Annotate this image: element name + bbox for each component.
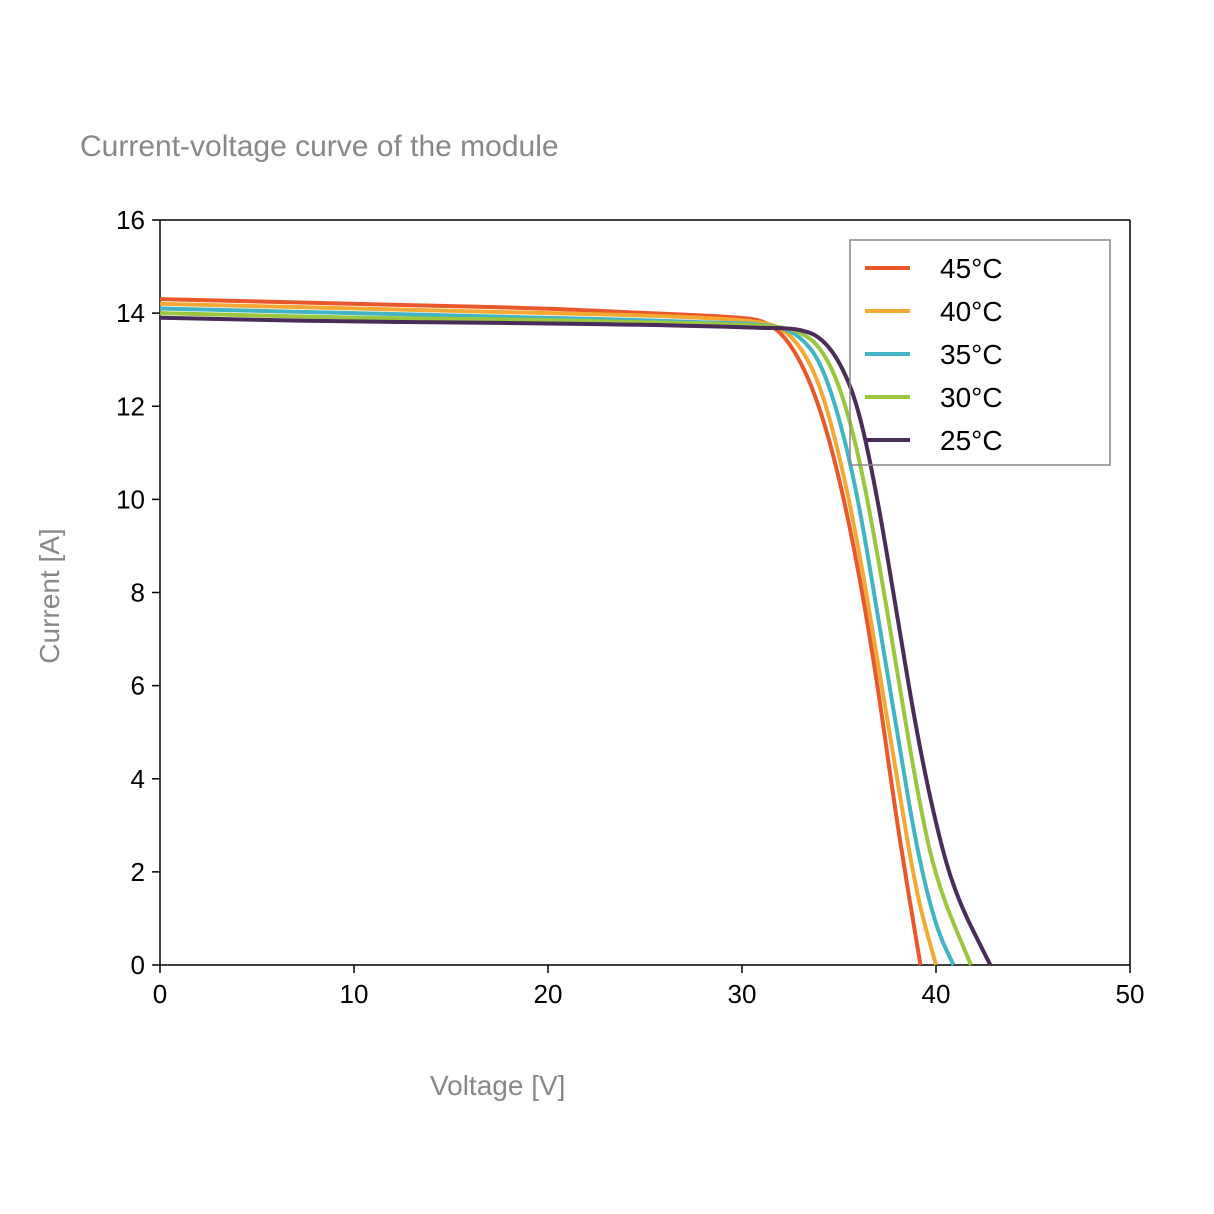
legend-label: 35°C <box>940 339 1003 370</box>
x-tick-label: 10 <box>340 979 369 1009</box>
y-tick-label: 14 <box>116 298 145 328</box>
x-tick-label: 30 <box>728 979 757 1009</box>
legend-label: 45°C <box>940 253 1003 284</box>
x-tick-label: 0 <box>153 979 167 1009</box>
curve-line <box>160 299 920 965</box>
chart-title: Current-voltage curve of the module <box>80 130 559 164</box>
curve-line <box>160 308 953 965</box>
legend-label: 30°C <box>940 382 1003 413</box>
chart-container: 01020304050024681012141645°C40°C35°C30°C… <box>90 220 1130 1010</box>
y-tick-label: 8 <box>131 578 145 608</box>
y-tick-label: 16 <box>116 205 145 235</box>
y-tick-label: 4 <box>131 764 145 794</box>
curve-line <box>160 318 990 965</box>
x-tick-label: 50 <box>1116 979 1145 1009</box>
legend-label: 40°C <box>940 296 1003 327</box>
y-tick-label: 12 <box>116 391 145 421</box>
y-axis-label: Current [A] <box>34 528 66 663</box>
chart-svg: 01020304050024681012141645°C40°C35°C30°C… <box>90 220 1130 1010</box>
y-tick-label: 10 <box>116 484 145 514</box>
x-tick-label: 40 <box>922 979 951 1009</box>
x-axis-label: Voltage [V] <box>430 1070 565 1102</box>
legend-label: 25°C <box>940 425 1003 456</box>
y-tick-label: 6 <box>131 671 145 701</box>
y-tick-label: 0 <box>131 950 145 980</box>
y-tick-label: 2 <box>131 857 145 887</box>
x-tick-label: 20 <box>534 979 563 1009</box>
